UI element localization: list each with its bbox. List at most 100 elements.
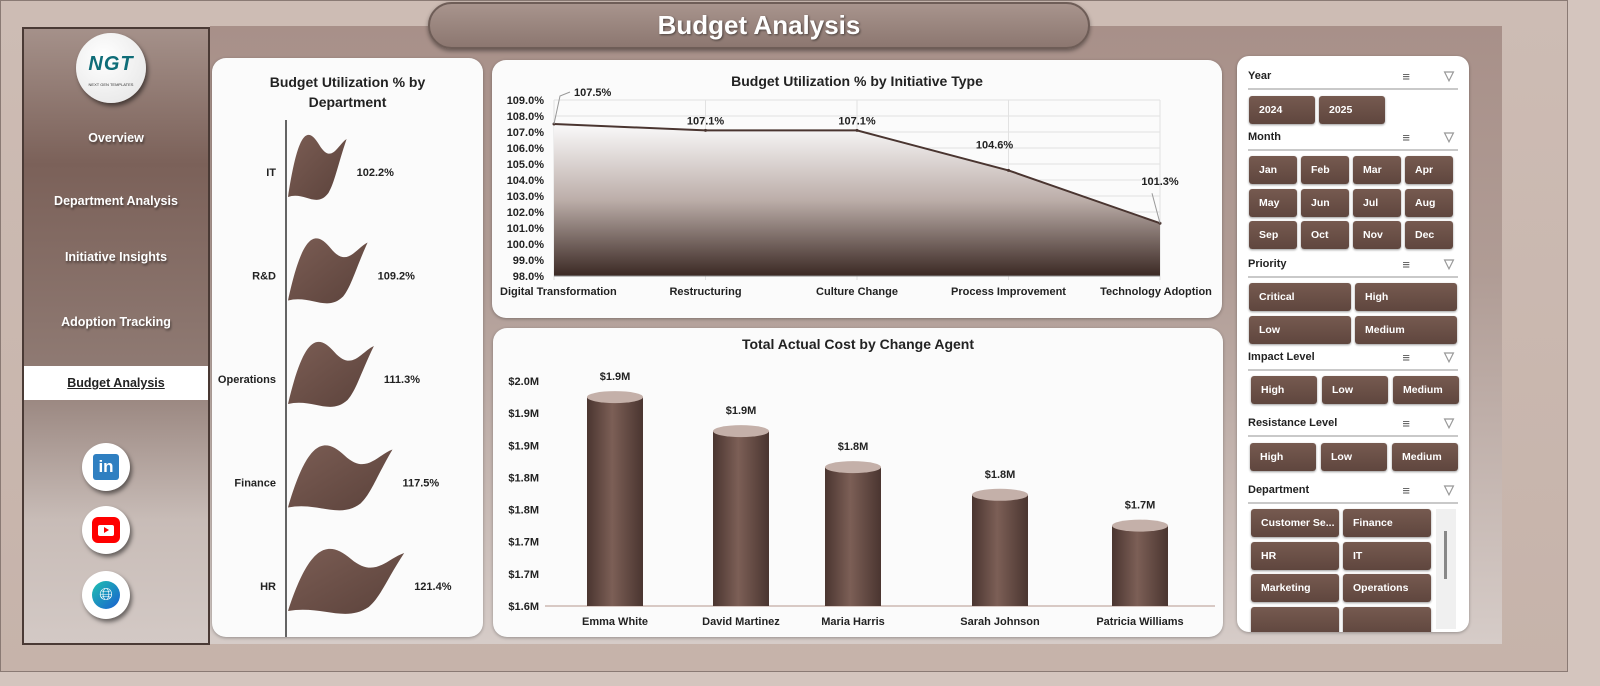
department-utilization-card: Budget Utilization % by Department IT 102… [212,58,483,637]
department-slicer-item[interactable]: IT [1343,541,1431,570]
data-point [855,128,859,132]
y-tick-label: 104.0% [507,175,545,187]
slicer-title: Resistance Level [1248,417,1338,429]
resistance-level-slicer-item[interactable]: High [1250,443,1316,471]
month-slicer-item[interactable]: Feb [1301,156,1349,184]
clear-filter-icon[interactable]: ▽ [1444,129,1454,144]
year-slicer-item[interactable]: 2025 [1319,96,1385,124]
slicer-title: Month [1248,131,1281,143]
data-point [704,128,707,132]
priority-slicer-item[interactable]: Medium [1355,315,1457,344]
month-slicer-item[interactable]: Dec [1405,221,1453,249]
data-label: 117.5% [403,478,440,490]
data-label: 107.5% [574,87,612,99]
department-slicer-item[interactable]: Marketing [1251,574,1339,602]
clear-filter-icon[interactable]: ▽ [1444,482,1454,497]
resistance-level-slicer-item[interactable]: Medium [1392,443,1458,471]
clear-filter-icon[interactable]: ▽ [1444,68,1454,83]
year-slicer-item[interactable]: 2024 [1249,96,1315,124]
chart-title: Budget Utilization % by Department [269,74,426,110]
multi-select-icon[interactable]: ≡ [1402,69,1410,84]
month-slicer-item[interactable]: Sep [1249,221,1297,249]
slicer-title: Impact Level [1248,351,1315,363]
department-scrollbar[interactable] [1436,509,1456,629]
x-tick-label: Culture Change [816,286,898,298]
bar-cap [825,461,881,474]
nav-overview[interactable]: Overview [88,131,144,145]
multi-select-icon[interactable]: ≡ [1402,416,1410,431]
nav-initiative-insights[interactable]: Initiative Insights [64,250,168,264]
clear-filter-icon[interactable]: ▽ [1444,349,1454,364]
month-slicer-item[interactable]: Jan [1249,156,1297,184]
multi-select-icon[interactable]: ≡ [1402,130,1410,145]
y-tick-label: 103.0% [507,191,545,203]
department-slicer-item[interactable]: Operations [1343,574,1431,602]
department-bar [288,238,368,304]
multi-select-icon[interactable]: ≡ [1402,350,1410,365]
y-tick-label: 102.0% [507,207,545,219]
resistance-level-slicer-item[interactable]: Low [1321,443,1387,471]
page-title: Budget Analysis [428,2,1090,49]
category-label: IT [266,167,276,179]
slicer-title: Department [1248,484,1310,496]
globe-icon[interactable]: 🌐︎ [82,571,130,619]
impact-level-slicer-item[interactable]: Medium [1393,376,1459,404]
department-bar [288,341,374,407]
data-label: 109.2% [378,271,416,283]
data-label: 104.6% [976,139,1014,151]
month-slicer-item[interactable]: May [1249,188,1297,217]
month-slicer-item[interactable]: Jun [1301,188,1349,217]
month-slicer-item[interactable]: Aug [1405,188,1453,217]
month-slicer-header: Month ≡ ▽ [1248,129,1458,151]
scrollbar-thumb[interactable] [1444,531,1447,579]
bar-cap [972,488,1028,501]
chart-title: Total Actual Cost by Change Agent [741,336,975,352]
clear-filter-icon[interactable]: ▽ [1444,415,1454,430]
department-slicer-item[interactable]: HR [1251,541,1339,570]
change-agent-chart: $1.6M $1.7M $1.7M $1.8M $1.8M $1.9M $1.9M $2.0M… [508,371,1215,628]
y-tick-label: 107.0% [507,127,545,139]
y-tick-label: $1.6M [508,601,539,613]
cost-bar [972,494,1028,606]
data-label: 107.1% [838,115,876,127]
nav-budget-analysis[interactable]: Budget Analysis [24,366,208,400]
nav-adoption-tracking[interactable]: Adoption Tracking [61,315,171,329]
department-slicer-item[interactable]: Finance [1343,509,1431,537]
x-tick-label: David Martinez [702,616,780,628]
sidebar: NGT NEXT GEN TEMPLATES Overview Departmen… [22,27,210,645]
multi-select-icon[interactable]: ≡ [1402,483,1410,498]
data-label: $1.8M [985,469,1016,481]
month-slicer-item[interactable]: Oct [1301,221,1349,249]
x-tick-label: Process Improvement [951,286,1066,298]
department-slicer-item[interactable] [1343,606,1431,632]
cost-bar [1112,525,1168,606]
month-slicer-item[interactable]: Apr [1405,156,1453,184]
y-tick-label: $1.9M [508,440,539,452]
leader-line [553,91,571,125]
youtube-icon[interactable] [82,506,130,554]
priority-slicer-item[interactable]: Low [1249,315,1351,344]
month-slicer-item[interactable]: Nov [1353,221,1401,249]
multi-select-icon[interactable]: ≡ [1402,257,1410,272]
change-agent-cost-card: Total Actual Cost by Change Agent $1.6M $… [493,328,1223,637]
month-slicer-item[interactable]: Mar [1353,156,1401,184]
y-tick-label: $1.8M [508,472,539,484]
nav-department-analysis[interactable]: Department Analysis [54,194,178,208]
y-tick-label: $1.8M [508,505,539,517]
category-label: R&D [252,271,276,283]
year-slicer-header: Year ≡ ▽ [1248,68,1458,90]
impact-level-slicer-item[interactable]: High [1251,376,1317,404]
data-label: 101.3% [1141,176,1179,188]
month-slicer-item[interactable]: Jul [1353,188,1401,217]
clear-filter-icon[interactable]: ▽ [1444,256,1454,271]
priority-slicer-item[interactable]: High [1355,283,1457,311]
x-tick-label: Digital Transformation [500,286,617,298]
x-tick-label: Maria Harris [821,616,885,628]
cost-bar [713,431,769,606]
department-slicer-item[interactable]: Customer Se... [1251,509,1339,537]
impact-level-slicer-item[interactable]: Low [1322,376,1388,404]
data-label: 107.1% [687,115,725,127]
linkedin-icon[interactable]: in [82,443,130,491]
department-slicer-item[interactable] [1251,606,1339,632]
priority-slicer-item[interactable]: Critical [1249,283,1351,311]
